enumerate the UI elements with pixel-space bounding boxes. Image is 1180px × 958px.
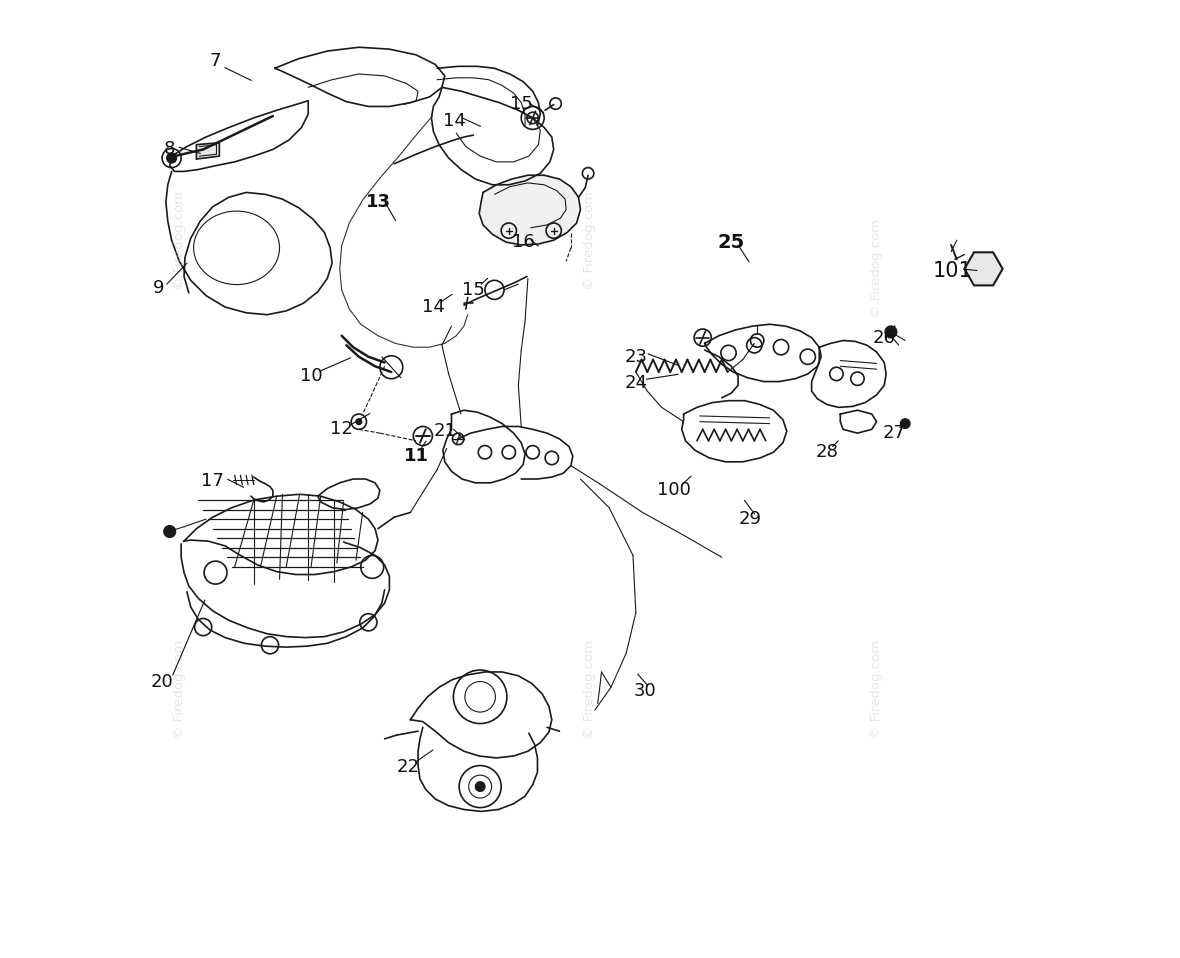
Text: 24: 24 — [624, 375, 648, 393]
Text: 15: 15 — [510, 95, 532, 113]
Text: 20: 20 — [151, 673, 173, 691]
Text: 29: 29 — [739, 510, 762, 528]
Text: 100: 100 — [657, 482, 691, 499]
Circle shape — [885, 326, 897, 337]
Circle shape — [900, 419, 910, 428]
Text: 26: 26 — [873, 329, 896, 347]
Text: © Firedog.com: © Firedog.com — [172, 640, 185, 739]
Text: 9: 9 — [152, 279, 164, 297]
Text: 14: 14 — [422, 298, 445, 316]
Text: 7: 7 — [210, 52, 222, 70]
Text: © Firedog.com: © Firedog.com — [870, 219, 883, 318]
Text: © Firedog.com: © Firedog.com — [583, 640, 597, 739]
Text: 17: 17 — [202, 472, 224, 490]
Text: © Firedog.com: © Firedog.com — [870, 640, 883, 739]
Circle shape — [356, 419, 362, 424]
Text: 13: 13 — [366, 193, 391, 211]
Text: 27: 27 — [883, 424, 905, 443]
Text: 16: 16 — [512, 233, 535, 251]
Text: 28: 28 — [815, 444, 838, 461]
Text: 15: 15 — [463, 281, 485, 299]
Circle shape — [164, 526, 176, 537]
Text: © Firedog.com: © Firedog.com — [583, 191, 597, 289]
Text: 25: 25 — [717, 233, 745, 252]
Circle shape — [166, 153, 176, 163]
Circle shape — [476, 782, 485, 791]
Polygon shape — [196, 143, 219, 159]
Text: 11: 11 — [404, 447, 428, 465]
Text: 10: 10 — [300, 367, 322, 385]
Polygon shape — [479, 175, 581, 245]
Text: 14: 14 — [442, 112, 466, 129]
Text: 21: 21 — [433, 422, 457, 441]
Text: 101: 101 — [933, 261, 972, 281]
Text: 22: 22 — [396, 759, 420, 777]
Text: 8: 8 — [164, 141, 176, 158]
Text: 30: 30 — [634, 682, 657, 700]
Text: 12: 12 — [330, 421, 353, 439]
Text: 23: 23 — [624, 348, 648, 366]
Text: © Firedog.com: © Firedog.com — [172, 191, 185, 289]
